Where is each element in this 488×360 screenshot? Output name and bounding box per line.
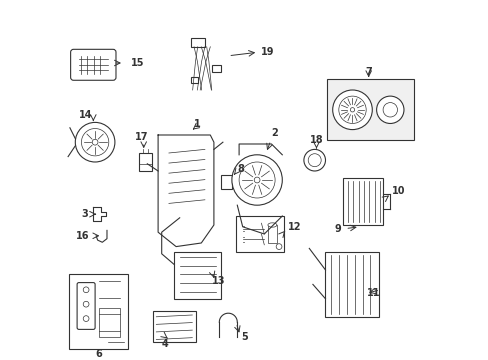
- Circle shape: [276, 244, 282, 249]
- Text: 10: 10: [391, 186, 405, 196]
- Text: 5: 5: [241, 332, 247, 342]
- Text: 14: 14: [79, 110, 93, 120]
- Circle shape: [83, 301, 89, 307]
- Bar: [325, 252, 379, 317]
- Text: 11: 11: [366, 288, 380, 298]
- Circle shape: [81, 129, 108, 156]
- Text: 7: 7: [365, 67, 371, 77]
- Ellipse shape: [267, 223, 276, 227]
- Bar: [235, 216, 284, 252]
- Bar: [190, 77, 197, 83]
- Text: 18: 18: [309, 135, 323, 145]
- Bar: [212, 65, 221, 72]
- Circle shape: [239, 162, 275, 198]
- Circle shape: [75, 122, 115, 162]
- Bar: [190, 38, 204, 47]
- Text: 1: 1: [194, 119, 201, 129]
- Circle shape: [338, 96, 366, 123]
- Circle shape: [83, 287, 89, 293]
- Circle shape: [83, 316, 89, 321]
- Circle shape: [303, 149, 325, 171]
- Bar: [139, 153, 152, 171]
- Circle shape: [254, 177, 260, 183]
- Circle shape: [382, 103, 397, 117]
- Text: 2: 2: [271, 128, 278, 138]
- Circle shape: [307, 154, 321, 167]
- Text: 6: 6: [95, 348, 102, 359]
- Text: 16: 16: [76, 231, 89, 241]
- Bar: [221, 175, 231, 189]
- Circle shape: [92, 139, 98, 145]
- Text: 15: 15: [131, 58, 144, 68]
- Bar: [174, 252, 221, 299]
- Text: 13: 13: [212, 276, 225, 286]
- FancyBboxPatch shape: [77, 283, 95, 329]
- Circle shape: [376, 96, 403, 123]
- Text: 3: 3: [81, 209, 88, 219]
- Text: 12: 12: [287, 222, 301, 232]
- Text: 17: 17: [135, 132, 148, 142]
- Bar: [99, 308, 120, 337]
- FancyBboxPatch shape: [70, 49, 116, 80]
- Bar: [267, 225, 276, 243]
- Bar: [69, 274, 128, 349]
- Bar: [152, 311, 196, 342]
- Circle shape: [332, 90, 371, 130]
- Circle shape: [349, 108, 354, 112]
- Text: 9: 9: [334, 224, 341, 234]
- Circle shape: [231, 155, 282, 205]
- Text: 8: 8: [237, 164, 244, 174]
- Text: 4: 4: [162, 339, 168, 349]
- Text: 19: 19: [260, 47, 274, 57]
- Bar: [343, 178, 382, 225]
- Bar: [326, 79, 413, 140]
